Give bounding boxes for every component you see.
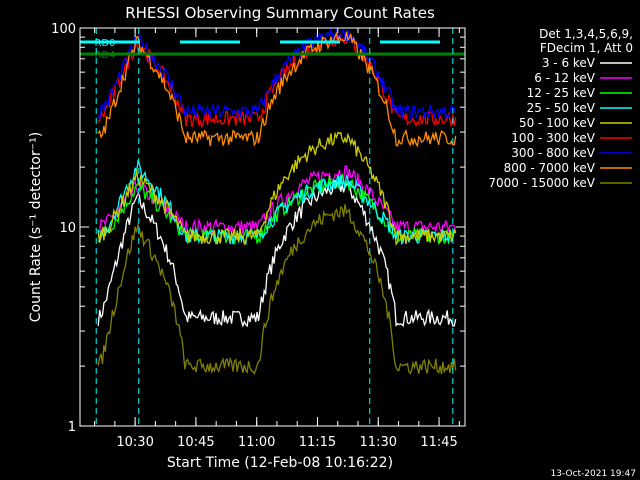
legend-label-800-7000-kev: 800 - 7000 keV <box>504 161 596 175</box>
y-axis-label: Count Rate (s⁻¹ detector⁻¹) <box>28 132 44 322</box>
x-tick-label: 11:30 <box>360 435 397 450</box>
chart-title: RHESSI Observing Summary Count Rates <box>125 4 435 22</box>
legend-label-25-50-kev: 25 - 50 keV <box>527 101 596 115</box>
legend-label-300-800-kev: 300 - 800 keV <box>511 146 595 160</box>
y-axis: 1 10 100 <box>51 22 465 435</box>
y-tick-label: 10 <box>59 221 76 236</box>
x-tick-label: 11:15 <box>299 435 336 450</box>
x-axis-label: Start Time (12-Feb-08 10:16:22) <box>167 455 393 471</box>
legend-label-6-12-kev: 6 - 12 keV <box>534 71 596 85</box>
legend: Det 1,3,4,5,6,9, FDecim 1, Att 0 3 - 6 k… <box>488 27 633 190</box>
legend-label-7000-15000-kev: 7000 - 15000 keV <box>488 176 595 190</box>
series-line-100-300-kev <box>97 32 457 129</box>
legend-label-12-25-kev: 12 - 25 keV <box>527 86 596 100</box>
legend-label-100-300-kev: 100 - 300 keV <box>511 131 595 145</box>
legend-label-50-100-kev: 50 - 100 keV <box>519 116 596 130</box>
series-line-12-25-kev <box>97 173 457 246</box>
series-layer <box>97 27 457 376</box>
x-tick-label: 11:45 <box>420 435 457 450</box>
legend-header-1: Det 1,3,4,5,6,9, <box>539 27 633 41</box>
flag-label-rd4: RD4 <box>94 50 115 61</box>
x-tick-label: 11:00 <box>238 435 275 450</box>
y-tick-label: 100 <box>51 22 76 37</box>
x-axis: 10:30 10:45 11:00 11:15 11:30 11:45 <box>94 28 460 450</box>
flag-label-rd0: RD0 <box>94 38 115 49</box>
series-line-800-7000-kev <box>97 31 457 148</box>
series-line-7000-15000-kev <box>97 204 457 376</box>
series-line-3-6-kev <box>97 179 457 328</box>
x-tick-label: 10:30 <box>116 435 153 450</box>
series-line-300-800-kev <box>97 27 457 121</box>
y-tick-label: 1 <box>68 420 76 435</box>
x-tick-label: 10:45 <box>177 435 214 450</box>
series-line-50-100-kev <box>97 131 457 246</box>
legend-label-3-6-kev: 3 - 6 keV <box>542 56 596 70</box>
footer-date: 13-Oct-2021 19:47 <box>551 469 636 479</box>
legend-header-2: FDecim 1, Att 0 <box>540 41 633 55</box>
